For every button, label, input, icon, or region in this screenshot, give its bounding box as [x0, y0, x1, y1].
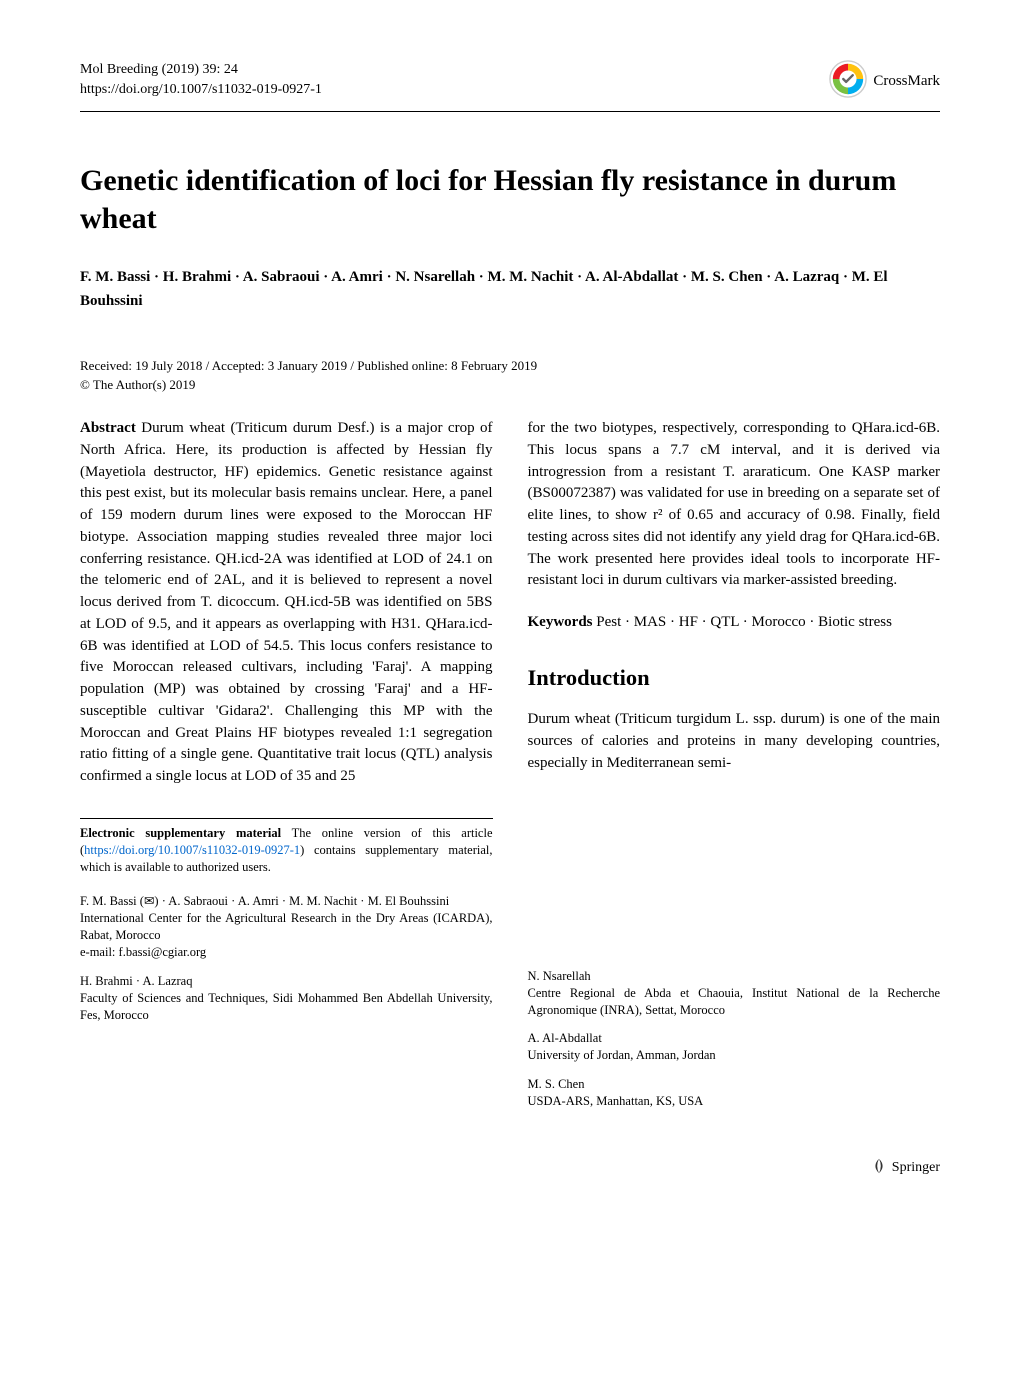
- abstract-text-left: Durum wheat (Triticum durum Desf.) is a …: [80, 420, 493, 784]
- abstract-columns: Abstract Durum wheat (Triticum durum Des…: [80, 418, 940, 788]
- crossmark-label: CrossMark: [873, 73, 940, 90]
- abstract-left: Abstract Durum wheat (Triticum durum Des…: [80, 418, 493, 788]
- affil-authors: M. S. Chen: [528, 1076, 941, 1093]
- crossmark-icon: [829, 60, 867, 103]
- article-title: Genetic identification of loci for Hessi…: [80, 162, 940, 237]
- keywords-text: Pest · MAS · HF · QTL · Morocco · Biotic…: [593, 614, 892, 630]
- introduction-text: Durum wheat (Triticum turgidum L. ssp. d…: [528, 709, 941, 774]
- affiliation-block: M. S. Chen USDA-ARS, Manhattan, KS, USA: [528, 1076, 941, 1110]
- doi-link[interactable]: https://doi.org/10.1007/s11032-019-0927-…: [80, 80, 322, 100]
- header-divider: [80, 111, 940, 112]
- footer-right-column: N. Nsarellah Centre Regional de Abda et …: [528, 788, 941, 1122]
- left-column: Abstract Durum wheat (Triticum durum Des…: [80, 418, 493, 788]
- affiliations-left: F. M. Bassi (✉) · A. Sabraoui · A. Amri …: [80, 893, 493, 1023]
- footer-columns: Electronic supplementary material The on…: [80, 788, 940, 1122]
- affiliations-right: N. Nsarellah Centre Regional de Abda et …: [528, 968, 941, 1110]
- page-header: Mol Breeding (2019) 39: 24 https://doi.o…: [80, 60, 940, 103]
- supplementary-section: Electronic supplementary material The on…: [80, 818, 493, 876]
- article-dates: Received: 19 July 2018 / Accepted: 3 Jan…: [80, 358, 940, 374]
- publisher-name: Springer: [892, 1160, 940, 1176]
- introduction-heading: Introduction: [528, 662, 941, 695]
- affil-org: USDA-ARS, Manhattan, KS, USA: [528, 1093, 941, 1110]
- abstract-right: for the two biotypes, respectively, corr…: [528, 418, 941, 592]
- affiliation-block: N. Nsarellah Centre Regional de Abda et …: [528, 968, 941, 1019]
- author-list: F. M. Bassi · H. Brahmi · A. Sabraoui · …: [80, 265, 940, 313]
- abstract-label: Abstract: [80, 420, 136, 436]
- page-footer: Springer: [80, 1157, 940, 1180]
- affil-authors: H. Brahmi · A. Lazraq: [80, 973, 493, 990]
- keywords-label: Keywords: [528, 614, 593, 630]
- right-column: for the two biotypes, respectively, corr…: [528, 418, 941, 788]
- affil-email: e-mail: f.bassi@cgiar.org: [80, 944, 493, 961]
- affil-authors: A. Al-Abdallat: [528, 1030, 941, 1047]
- journal-info: Mol Breeding (2019) 39: 24 https://doi.o…: [80, 60, 322, 99]
- supplementary-label: Electronic supplementary material: [80, 826, 281, 840]
- affil-org: University of Jordan, Amman, Jordan: [528, 1047, 941, 1064]
- affil-org: Centre Regional de Abda et Chaouia, Inst…: [528, 985, 941, 1019]
- copyright: © The Author(s) 2019: [80, 377, 940, 393]
- footer-left-column: Electronic supplementary material The on…: [80, 788, 493, 1122]
- affil-authors: N. Nsarellah: [528, 968, 941, 985]
- journal-citation: Mol Breeding (2019) 39: 24: [80, 60, 322, 80]
- springer-icon: [870, 1157, 888, 1180]
- affiliation-block: H. Brahmi · A. Lazraq Faculty of Science…: [80, 973, 493, 1024]
- supplementary-link[interactable]: https://doi.org/10.1007/s11032-019-0927-…: [84, 843, 300, 857]
- spacer: [528, 788, 941, 968]
- springer-logo: Springer: [870, 1157, 940, 1180]
- crossmark-badge[interactable]: CrossMark: [829, 60, 940, 103]
- affiliation-block: A. Al-Abdallat University of Jordan, Amm…: [528, 1030, 941, 1064]
- keywords-line: Keywords Pest · MAS · HF · QTL · Morocco…: [528, 612, 941, 634]
- affiliation-block: F. M. Bassi (✉) · A. Sabraoui · A. Amri …: [80, 893, 493, 961]
- affil-org: International Center for the Agricultura…: [80, 910, 493, 944]
- affil-authors: F. M. Bassi (✉) · A. Sabraoui · A. Amri …: [80, 893, 493, 910]
- affil-org: Faculty of Sciences and Techniques, Sidi…: [80, 990, 493, 1024]
